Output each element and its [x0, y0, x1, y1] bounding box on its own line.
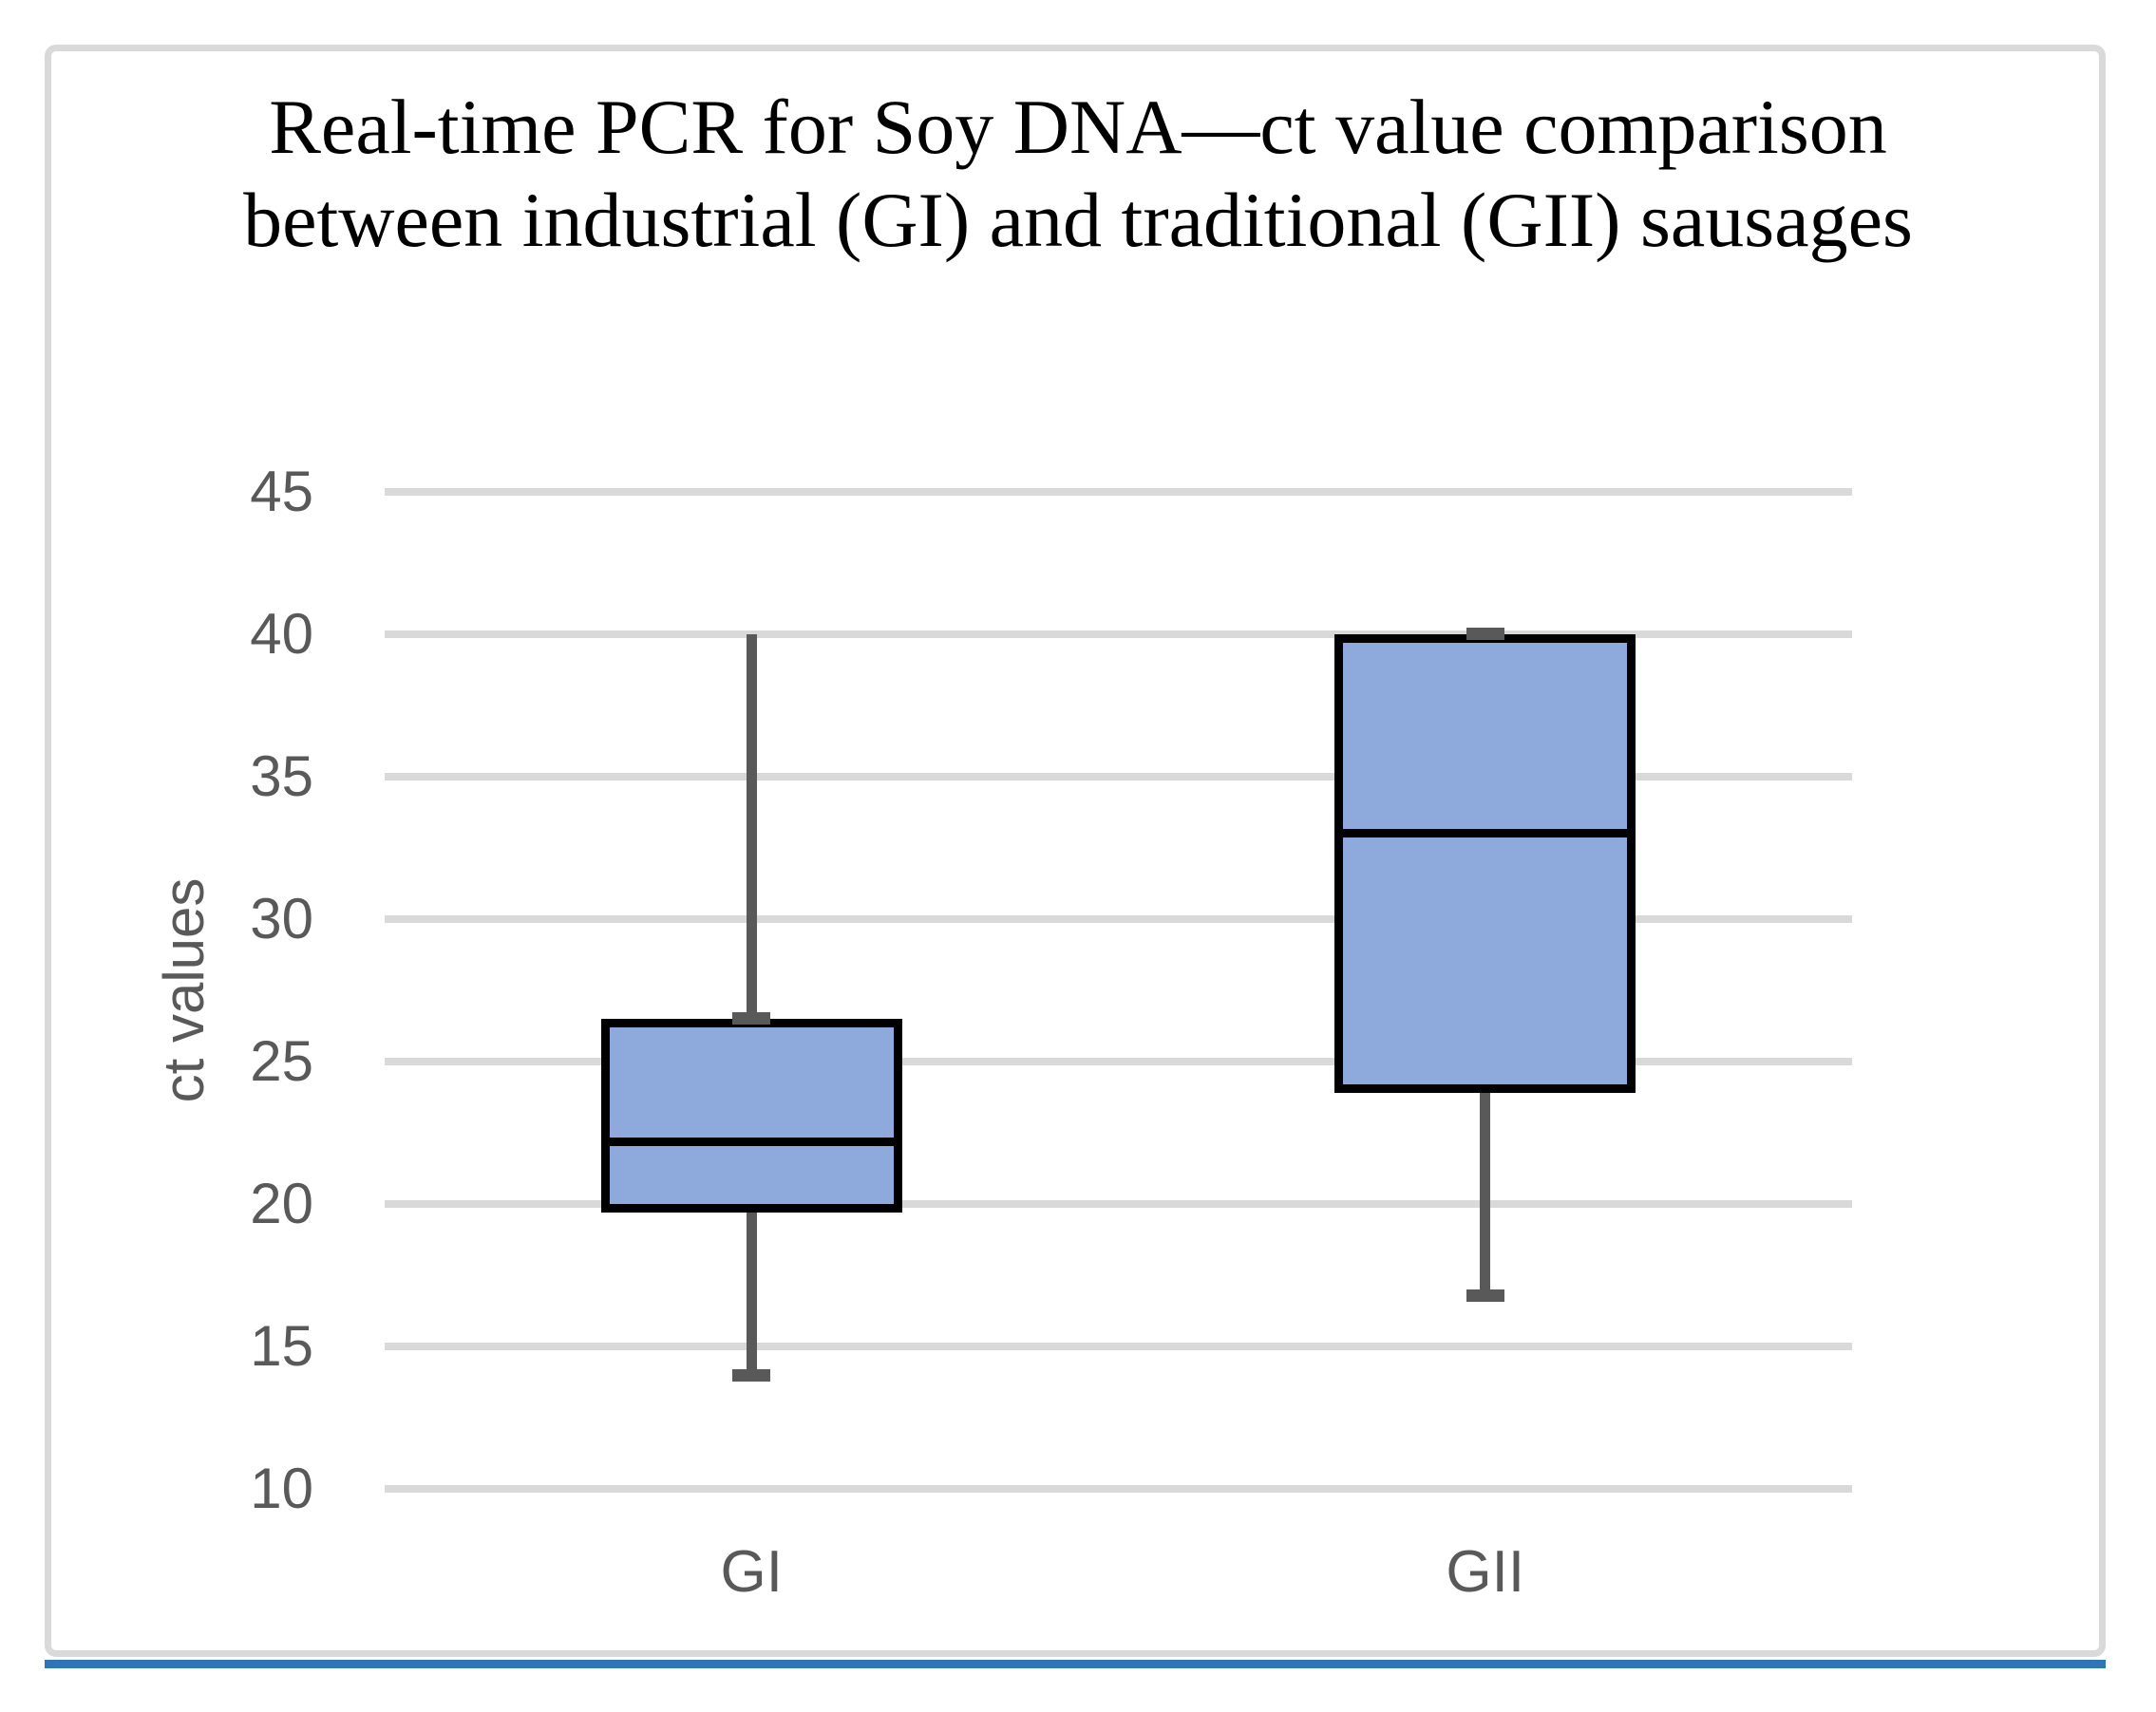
y-tick-label: 20 [250, 1172, 313, 1235]
gridline [385, 1485, 1852, 1493]
chart-title: Real-time PCR for Soy DNA—ct value compa… [0, 81, 2156, 267]
y-tick-label: 25 [250, 1029, 313, 1093]
chart-title-line1: Real-time PCR for Soy DNA—ct value compa… [269, 84, 1887, 170]
whisker-high-gi [746, 634, 757, 1019]
x-axis-label-gi: GI [720, 1539, 783, 1605]
whisker-cap-bottom-gi [732, 1369, 771, 1382]
bottom-accent-rule [45, 1660, 2106, 1668]
median-gi [600, 1137, 902, 1146]
gridline [385, 772, 1852, 781]
gridline [385, 915, 1852, 923]
median-gii [1334, 829, 1636, 838]
chart-title-line2: between industrial (GI) and traditional … [243, 177, 1913, 263]
y-tick-label: 40 [250, 602, 313, 666]
gridline [385, 1343, 1852, 1350]
box-gi [600, 1019, 902, 1213]
gridline [385, 1057, 1852, 1065]
gridline [385, 488, 1852, 496]
whisker-cap-top-gii [1466, 627, 1504, 640]
y-tick-label: 35 [250, 744, 313, 808]
chart-frame [45, 45, 2106, 1657]
x-axis-label-gii: GII [1446, 1539, 1525, 1605]
y-tick-label: 30 [250, 887, 313, 950]
whisker-low-gi [746, 1213, 757, 1375]
y-tick-label: 45 [250, 460, 313, 523]
gridline [385, 630, 1852, 638]
whisker-low-gii [1480, 1093, 1491, 1295]
gridline [385, 1200, 1852, 1208]
y-tick-label: 10 [250, 1457, 313, 1520]
whisker-cap-bottom-gii [1466, 1289, 1504, 1302]
plot-area [385, 488, 1852, 1493]
box-gii [1334, 634, 1636, 1093]
y-tick-label: 15 [250, 1314, 313, 1378]
whisker-cap-top-gi [732, 1012, 771, 1025]
